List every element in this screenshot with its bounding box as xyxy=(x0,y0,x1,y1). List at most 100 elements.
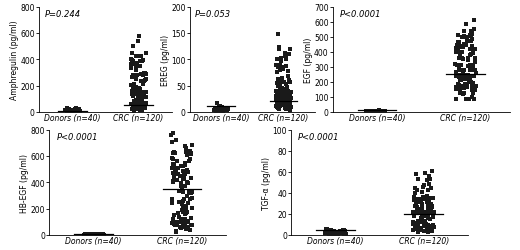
Point xyxy=(74,110,82,114)
Point xyxy=(74,110,83,114)
Point xyxy=(424,216,432,220)
Point xyxy=(61,109,69,113)
Point xyxy=(277,94,285,98)
Point xyxy=(137,109,146,113)
Point xyxy=(377,110,385,114)
Point xyxy=(177,218,186,222)
Point xyxy=(274,104,282,108)
Point xyxy=(129,60,138,64)
Point xyxy=(132,86,140,90)
Point xyxy=(326,231,334,235)
Point xyxy=(423,207,432,211)
Point xyxy=(216,108,224,112)
Point xyxy=(424,223,433,227)
Point xyxy=(286,108,294,112)
Point xyxy=(184,201,192,205)
Point xyxy=(460,69,469,73)
Point xyxy=(127,108,136,112)
Point xyxy=(173,223,181,227)
Point xyxy=(457,84,465,88)
Point xyxy=(216,109,225,113)
Point xyxy=(274,33,282,37)
Point xyxy=(470,69,478,73)
Point xyxy=(283,100,292,104)
Point xyxy=(278,96,287,100)
Point xyxy=(460,74,468,78)
Point xyxy=(181,146,190,150)
Point xyxy=(181,184,190,188)
Point xyxy=(411,204,419,208)
Y-axis label: TGF-α (pg/ml): TGF-α (pg/ml) xyxy=(262,156,271,209)
Point xyxy=(212,106,220,110)
Point xyxy=(277,66,285,70)
Point xyxy=(471,48,479,52)
Point xyxy=(90,232,99,236)
Point xyxy=(374,110,383,114)
Point xyxy=(421,222,430,226)
Point xyxy=(463,59,472,63)
Point xyxy=(460,92,468,96)
Point xyxy=(168,221,176,225)
Point xyxy=(458,50,466,54)
Point xyxy=(64,108,73,112)
Point xyxy=(275,106,283,110)
Point xyxy=(459,93,467,97)
Point xyxy=(452,44,461,48)
Point xyxy=(127,92,136,96)
Point xyxy=(168,217,177,221)
Point xyxy=(274,80,282,84)
Point xyxy=(417,199,425,203)
Point xyxy=(177,184,185,188)
Point xyxy=(284,70,292,73)
Point xyxy=(372,110,381,114)
Point xyxy=(458,36,466,40)
Point xyxy=(135,91,143,95)
Point xyxy=(411,201,420,205)
Point xyxy=(277,78,285,82)
Point xyxy=(379,110,387,114)
Point xyxy=(416,200,424,204)
Point xyxy=(285,48,294,52)
Point xyxy=(132,101,140,105)
Point xyxy=(329,230,337,234)
Point xyxy=(278,95,286,99)
Point xyxy=(141,73,150,77)
Point xyxy=(187,151,196,155)
Point xyxy=(139,74,148,78)
Point xyxy=(274,91,282,95)
Point xyxy=(136,96,145,100)
Point xyxy=(410,198,419,202)
Point xyxy=(274,66,282,70)
Point xyxy=(274,78,282,82)
Point xyxy=(181,206,189,210)
Point xyxy=(132,78,140,82)
Point xyxy=(128,107,137,111)
Point xyxy=(174,211,182,215)
Point xyxy=(168,202,176,205)
Point xyxy=(188,190,197,194)
Point xyxy=(466,40,475,44)
Point xyxy=(463,86,471,89)
Point xyxy=(425,206,434,210)
Point xyxy=(276,90,284,94)
Point xyxy=(184,226,192,230)
Point xyxy=(276,98,284,102)
Point xyxy=(133,108,141,112)
Point xyxy=(81,233,89,237)
Point xyxy=(419,186,427,190)
Point xyxy=(419,210,427,214)
Point xyxy=(273,58,281,62)
Point xyxy=(283,98,291,102)
Point xyxy=(281,91,290,95)
Point xyxy=(285,96,294,100)
Point xyxy=(181,162,189,166)
Point xyxy=(142,102,150,106)
Point xyxy=(91,232,99,236)
Point xyxy=(171,173,179,177)
Point xyxy=(139,59,148,63)
Point xyxy=(423,204,432,208)
Point xyxy=(136,65,144,69)
Point xyxy=(138,91,147,95)
Point xyxy=(456,51,464,55)
Point xyxy=(466,63,474,67)
